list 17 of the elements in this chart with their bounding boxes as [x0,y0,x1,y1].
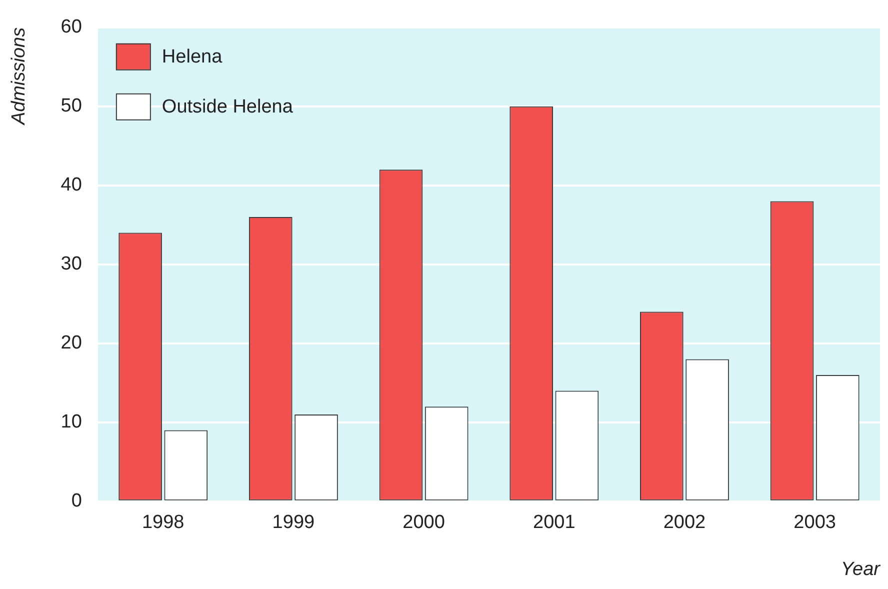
y-tick-label: 40 [60,174,82,196]
y-axis-title: Admissions [8,26,30,126]
y-tick-label: 0 [71,490,82,512]
x-tick-label: 1999 [272,512,315,534]
x-tick-label: 1998 [142,512,184,534]
x-tick-label: 2001 [533,512,576,534]
y-tick-label: 10 [60,412,82,433]
legend-label: Outside Helena [162,96,294,118]
y-tick-label: 50 [60,96,82,117]
x-axis-title: Year [840,558,881,580]
y-tick-label: 30 [60,254,82,275]
x-tick-label: 2000 [402,512,445,534]
x-tick-label: 2002 [663,512,706,534]
x-tick-label: 2003 [794,512,836,534]
y-tick-label: 60 [60,16,82,38]
y-tick-label: 20 [60,332,82,354]
legend-label: Helena [162,46,223,68]
